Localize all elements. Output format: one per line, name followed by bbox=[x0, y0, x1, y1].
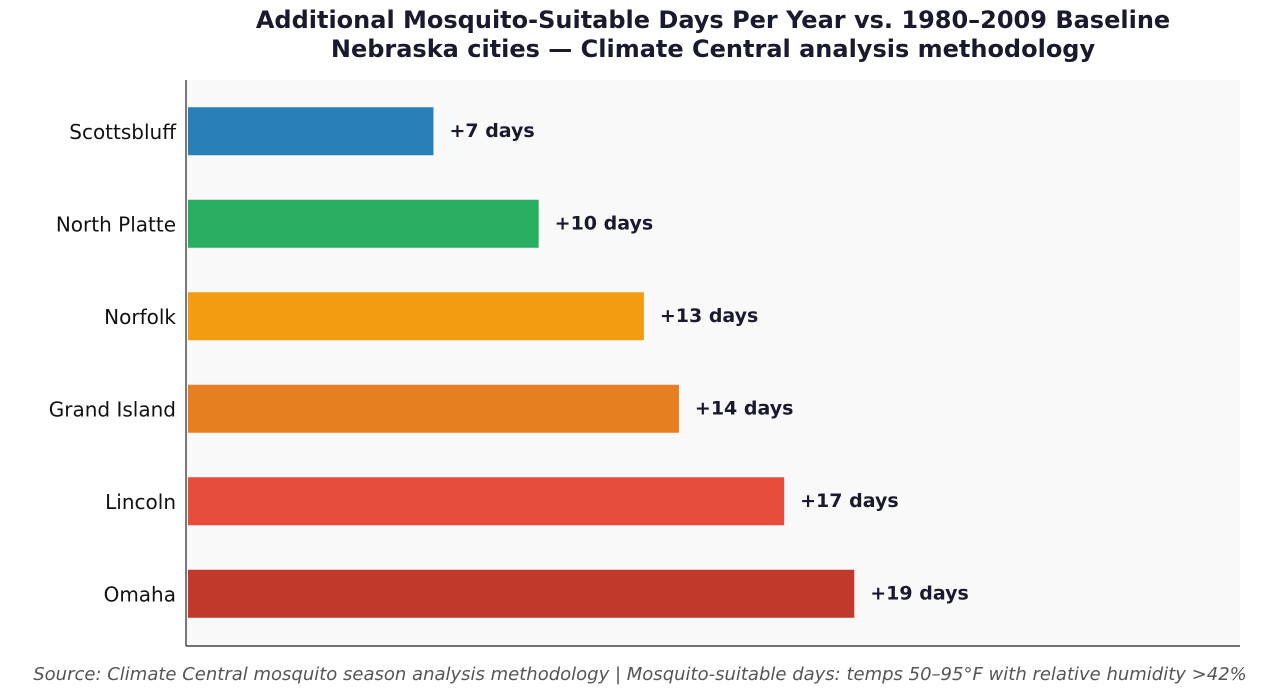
bar bbox=[188, 107, 434, 156]
value-label: +17 days bbox=[800, 490, 899, 512]
y-tick-label: Grand Island bbox=[49, 397, 176, 421]
chart-subtitle: Nebraska cities — Climate Central analys… bbox=[331, 35, 1096, 63]
bar bbox=[188, 569, 855, 618]
y-tick-label: Scottsbluff bbox=[69, 120, 177, 144]
plot-area bbox=[186, 80, 1240, 646]
source-note: Source: Climate Central mosquito season … bbox=[33, 664, 1247, 685]
y-tick-label: Norfolk bbox=[104, 305, 176, 329]
y-tick-label: North Platte bbox=[56, 212, 176, 236]
bar bbox=[188, 477, 785, 526]
value-label: +10 days bbox=[555, 212, 654, 234]
bar bbox=[188, 292, 644, 341]
value-label: +13 days bbox=[660, 305, 759, 327]
value-label: +14 days bbox=[695, 397, 794, 419]
bar bbox=[188, 384, 679, 433]
chart-title: Additional Mosquito-Suitable Days Per Ye… bbox=[256, 6, 1170, 34]
bar bbox=[188, 199, 539, 248]
y-tick-label: Lincoln bbox=[105, 490, 176, 514]
y-tick-label: Omaha bbox=[104, 582, 176, 606]
value-label: +19 days bbox=[870, 582, 969, 604]
value-label: +7 days bbox=[449, 120, 534, 142]
